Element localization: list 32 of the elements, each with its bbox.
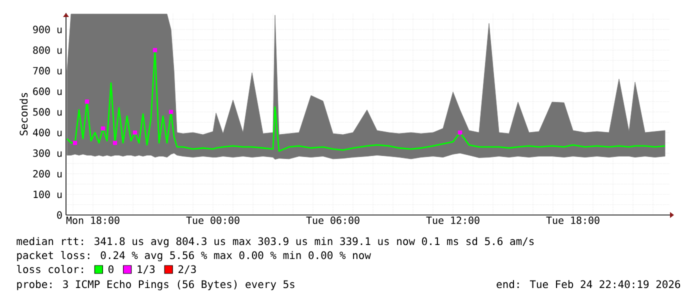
legend-label: 0: [108, 265, 114, 274]
y-tick-label: 200 u: [33, 170, 62, 178]
y-tick-label: 300 u: [33, 149, 62, 157]
point: [152, 48, 158, 52]
y-tick-label: 900 u: [33, 26, 62, 34]
x-tick-label: Mon 18:00: [66, 216, 120, 224]
text: end: Tue Feb 24 22:40:19 2026: [496, 280, 680, 288]
point: [84, 100, 90, 104]
point: [72, 140, 78, 145]
point: [458, 130, 462, 135]
point: [132, 130, 138, 135]
legend-label: 2/3: [178, 265, 196, 274]
y-tick-label: 400 u: [32, 128, 62, 136]
point: [168, 110, 174, 114]
y-tick-label: 0: [57, 211, 62, 219]
y-tick-label: 500 u: [33, 108, 62, 116]
point: [100, 126, 106, 131]
legend-label: 1/3: [138, 265, 155, 274]
text: packet loss: 0.24 % avg 5.56 % max 0.00 % min 0.00 % now: [17, 251, 371, 262]
legend-title: loss color:: [17, 265, 83, 274]
text: probe: 3 ICMP Echo Pings (56 Bytes) every 5s: [17, 280, 294, 290]
x-tick-label: Tue 18:00: [546, 216, 600, 224]
y-tick-label: 700 u: [33, 66, 62, 74]
x-tick-label: Tue 06:00: [306, 216, 360, 224]
y-tick-label: 100 u: [34, 190, 62, 198]
x-tick-label: Tue 00:00: [186, 216, 240, 224]
point: [112, 140, 118, 145]
y-tick-label: 600 u: [33, 88, 62, 96]
x-tick-label: Tue 12:00: [426, 216, 480, 224]
y-axis-title: Seconds: [20, 93, 28, 136]
y-tick-label: 800 u: [33, 46, 62, 54]
text: median rtt: 341.8 us avg 804.3 us max 303.9 us min 339.1 us now 0.1 ms sd 5.6 am/s: [16, 237, 534, 248]
